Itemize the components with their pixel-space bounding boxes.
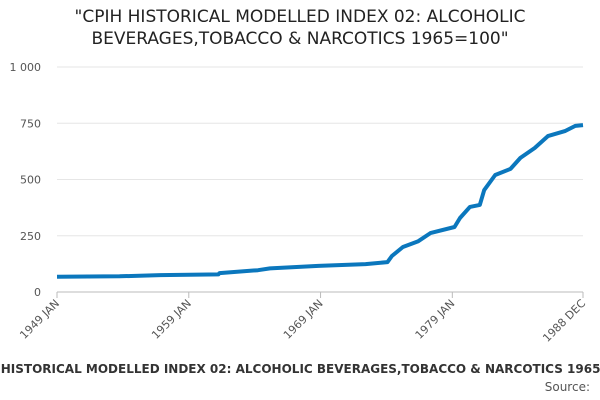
y-tick-label: 250 xyxy=(20,230,41,243)
y-tick-label: 0 xyxy=(34,286,41,299)
x-tick-label: 1979 JAN xyxy=(413,297,458,342)
y-tick-label: 750 xyxy=(20,117,41,130)
x-tick-label: 1959 JAN xyxy=(149,297,194,342)
chart-title: "CPIH HISTORICAL MODELLED INDEX 02: ALCO… xyxy=(74,7,526,49)
source: Source: xyxy=(544,380,590,394)
y-tick-label: 500 xyxy=(20,174,41,187)
x-tick-label: 1969 JAN xyxy=(281,297,326,342)
x-tick-label: 1949 JAN xyxy=(17,297,62,342)
y-tick-label: 1 000 xyxy=(10,61,42,74)
subtitle: CPIH HISTORICAL MODELLED INDEX 02: ALCOH… xyxy=(0,362,600,376)
x-tick-label: 1988 DEC xyxy=(540,297,588,345)
data-line xyxy=(56,123,584,279)
